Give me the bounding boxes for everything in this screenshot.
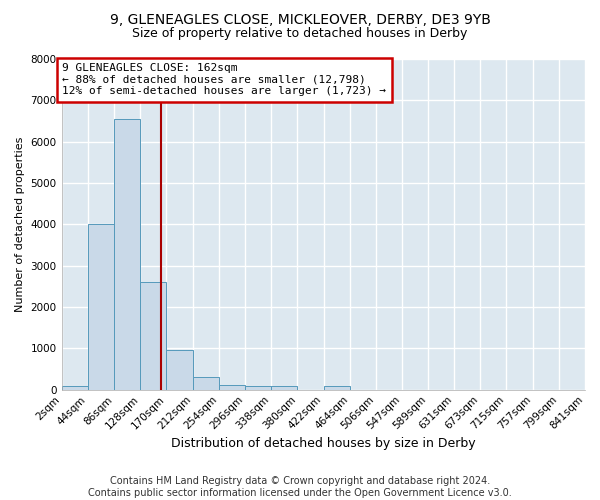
- Text: Contains HM Land Registry data © Crown copyright and database right 2024.
Contai: Contains HM Land Registry data © Crown c…: [88, 476, 512, 498]
- Bar: [114, 119, 140, 390]
- Bar: [271, 386, 298, 390]
- Y-axis label: Number of detached properties: Number of detached properties: [15, 136, 25, 312]
- Text: Size of property relative to detached houses in Derby: Size of property relative to detached ho…: [133, 28, 467, 40]
- Bar: [245, 386, 271, 390]
- Bar: [166, 350, 193, 390]
- Bar: [193, 378, 219, 390]
- Bar: [88, 224, 114, 390]
- X-axis label: Distribution of detached houses by size in Derby: Distribution of detached houses by size …: [171, 437, 476, 450]
- Text: 9 GLENEAGLES CLOSE: 162sqm
← 88% of detached houses are smaller (12,798)
12% of : 9 GLENEAGLES CLOSE: 162sqm ← 88% of deta…: [62, 63, 386, 96]
- Bar: [62, 386, 88, 390]
- Text: 9, GLENEAGLES CLOSE, MICKLEOVER, DERBY, DE3 9YB: 9, GLENEAGLES CLOSE, MICKLEOVER, DERBY, …: [110, 12, 490, 26]
- Bar: [219, 385, 245, 390]
- Bar: [140, 282, 166, 390]
- Bar: [323, 386, 350, 390]
